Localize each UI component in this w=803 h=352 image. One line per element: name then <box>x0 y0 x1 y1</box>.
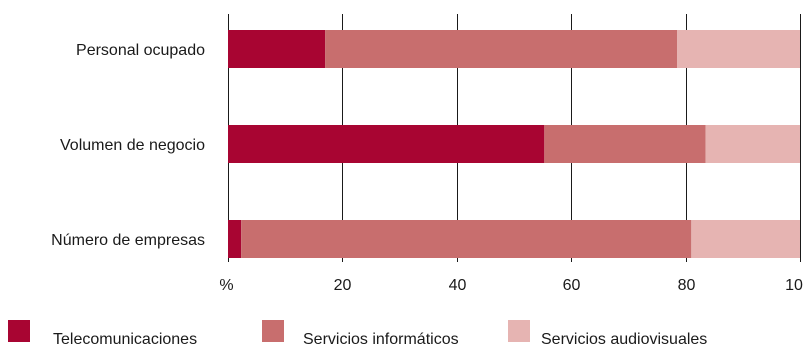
category-label-2: Número de empresas <box>51 232 205 249</box>
x-tick-label-0: % <box>219 277 233 294</box>
bar-0-0 <box>228 30 326 68</box>
x-axis-tick-labels: % 20 40 60 80 100 <box>219 277 803 294</box>
legend-swatch-telecomunicaciones <box>8 320 30 342</box>
bars <box>228 30 800 258</box>
bar-0-1 <box>325 30 678 68</box>
bar-2-2 <box>691 220 800 258</box>
category-labels: Personal ocupado Volumen de negocio Número… <box>51 42 205 249</box>
legend: Telecomunicaciones Servicios informático… <box>0 318 803 352</box>
legend-label-telecomunicaciones: Telecomunicaciones <box>53 331 198 348</box>
legend-label-servicios-informaticos: Servicios informáticos <box>303 331 459 348</box>
legend-item-servicios-audiovisuales: Servicios audiovisuales <box>508 320 708 348</box>
legend-swatch-servicios-audiovisuales <box>508 320 530 342</box>
stacked-bar-chart: Personal ocupado Volumen de negocio Número… <box>51 14 803 294</box>
bar-1-1 <box>544 125 706 163</box>
x-tick-label-4: 80 <box>678 277 696 294</box>
bar-2-0 <box>228 220 242 258</box>
legend-item-servicios-informaticos: Servicios informáticos <box>262 320 459 348</box>
x-tick-label-1: 20 <box>334 277 352 294</box>
category-label-0: Personal ocupado <box>76 42 205 59</box>
category-label-1: Volumen de negocio <box>60 137 205 154</box>
legend-item-telecomunicaciones: Telecomunicaciones <box>8 320 198 348</box>
bar-1-2 <box>705 125 800 163</box>
legend-label-servicios-audiovisuales: Servicios audiovisuales <box>541 331 708 348</box>
x-tick-label-5: 100 <box>785 277 803 294</box>
bar-1-0 <box>228 125 545 163</box>
x-tick-label-3: 60 <box>563 277 581 294</box>
x-tick-label-2: 40 <box>449 277 467 294</box>
legend-swatch-servicios-informaticos <box>262 320 284 342</box>
bar-2-1 <box>241 220 692 258</box>
bar-0-2 <box>677 30 800 68</box>
